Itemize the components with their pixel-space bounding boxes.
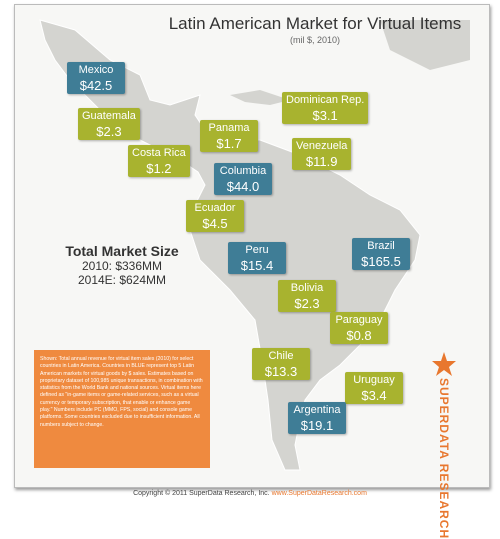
infographic: Latin American Market for Virtual Items … <box>0 4 500 539</box>
land <box>230 90 290 105</box>
country-label: Costa Rica $1.2 <box>128 145 190 177</box>
country-name: Panama <box>208 122 250 134</box>
country-label: Chile $13.3 <box>252 348 310 380</box>
land <box>380 20 470 70</box>
country-name: Columbia <box>219 165 267 177</box>
country-value: $13.3 <box>264 364 298 379</box>
country-name: Dominican Rep. <box>286 94 365 106</box>
country-name: Peru <box>245 244 269 256</box>
total-line: 2014E: $624MM <box>77 273 167 287</box>
footer: Copyright © 2011 SuperData Research, Inc… <box>0 490 500 497</box>
country-value: $1.2 <box>146 161 172 176</box>
note: Shown: Total annual revenue for virtual … <box>34 350 210 468</box>
country-name: Brazil <box>367 240 395 252</box>
country-value: $11.9 <box>305 154 338 169</box>
country-name: Costa Rica <box>132 147 186 159</box>
country-name: Paraguay <box>335 314 383 326</box>
country-value: $15.4 <box>240 258 274 273</box>
country-value: $165.5 <box>361 254 401 269</box>
country-value: $4.5 <box>202 216 228 231</box>
country-name: Venezuela <box>296 140 348 152</box>
country-value: $3.4 <box>361 388 387 403</box>
country-label: Columbia $44.0 <box>214 163 272 195</box>
country-label: Argentina $19.1 <box>288 402 346 434</box>
country-value: $0.8 <box>346 328 372 343</box>
country-value: $3.1 <box>312 108 338 123</box>
country-value: $2.3 <box>294 296 320 311</box>
country-label: Peru $15.4 <box>228 242 286 274</box>
copyright: Copyright © 2011 SuperData Research, Inc… <box>133 490 270 497</box>
country-value: $44.0 <box>226 179 260 194</box>
subtitle: (mil $, 2010) <box>289 35 341 45</box>
country-label: Bolivia $2.3 <box>278 280 336 312</box>
country-name: Argentina <box>293 404 341 416</box>
country-value: $19.1 <box>300 418 334 433</box>
country-name: Guatemala <box>82 110 136 122</box>
country-name: Uruguay <box>353 374 395 386</box>
total-title: Total Market Size <box>65 243 179 259</box>
url: www.SuperDataResearch.com <box>271 490 367 497</box>
total-line: 2010: $336MM <box>81 259 163 273</box>
country-name: Mexico <box>78 64 114 76</box>
country-label: Panama $1.7 <box>200 120 258 152</box>
country-value: $2.3 <box>96 124 122 139</box>
country-name: Bolivia <box>290 282 324 294</box>
country-label: Mexico $42.5 <box>67 62 125 94</box>
country-value: $42.5 <box>79 78 113 93</box>
country-label: Paraguay $0.8 <box>330 312 388 344</box>
brand: SUPERDATA RESEARCH <box>437 378 451 539</box>
title: Latin American Market for Virtual Items <box>168 14 462 33</box>
country-label: Guatemala $2.3 <box>78 108 140 140</box>
brand-star <box>432 352 456 376</box>
country-label: Ecuador $4.5 <box>186 200 244 232</box>
country-name: Ecuador <box>194 202 236 214</box>
country-label: Dominican Rep. $3.1 <box>282 92 369 124</box>
country-label: Uruguay $3.4 <box>345 372 403 404</box>
country-label: Brazil $165.5 <box>352 238 410 270</box>
country-value: $1.7 <box>216 136 242 151</box>
total-market: Total Market Size 2010: $336MM 2014E: $6… <box>52 243 192 287</box>
country-label: Venezuela $11.9 <box>292 138 352 170</box>
country-name: Chile <box>268 350 294 362</box>
